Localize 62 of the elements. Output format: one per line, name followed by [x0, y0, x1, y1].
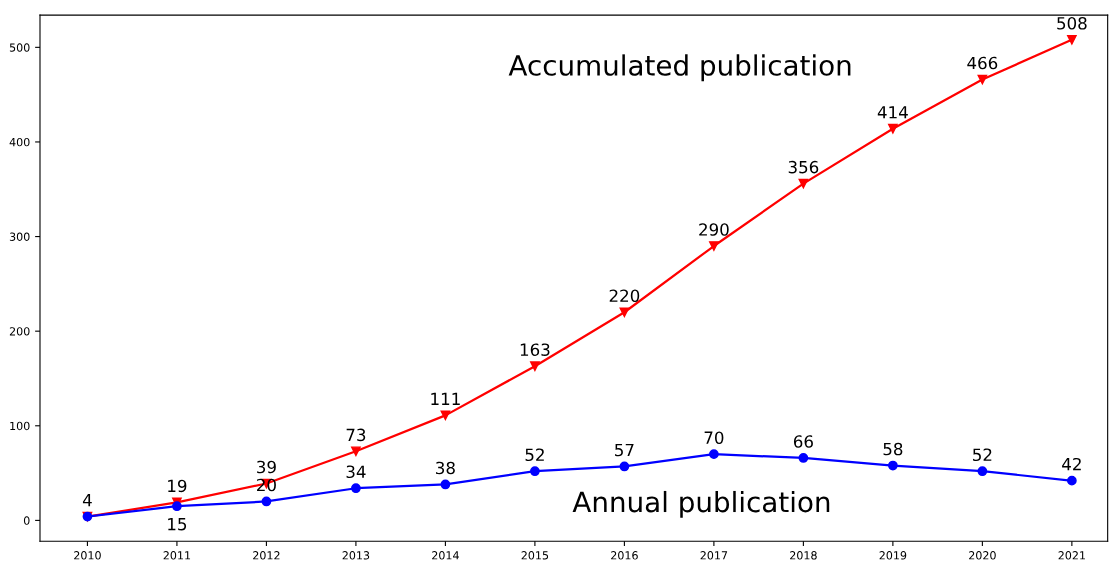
point — [1067, 34, 1077, 45]
point — [709, 241, 719, 251]
data-label: 66 — [793, 435, 813, 448]
data-label: 508 — [1057, 16, 1087, 30]
point — [619, 307, 630, 318]
y-tick-label: 400 — [9, 137, 30, 147]
data-label: 73 — [346, 428, 366, 442]
point — [351, 446, 361, 457]
data-label: 466 — [967, 56, 998, 70]
point — [798, 453, 809, 463]
data-label: 57 — [615, 443, 634, 457]
data-label: 4 — [82, 494, 92, 507]
x-tick-label: 2014 — [432, 551, 459, 560]
point — [1067, 475, 1077, 486]
x-tick-label: 2017 — [700, 551, 728, 560]
point — [977, 74, 988, 85]
series-label: Annual publication — [572, 490, 830, 518]
point — [172, 501, 182, 512]
point — [619, 461, 630, 472]
y-tick-label: 100 — [10, 421, 30, 431]
y-tick-label: 200 — [9, 327, 30, 336]
point — [888, 123, 898, 134]
data-label: 38 — [436, 461, 455, 475]
x-tick-label: 2010 — [74, 551, 101, 560]
x-tick-label: 2016 — [611, 551, 638, 560]
x-tick-label: 2012 — [253, 551, 280, 560]
data-label: 19 — [168, 479, 187, 493]
data-label: 163 — [520, 343, 550, 356]
data-label: 220 — [609, 289, 640, 303]
x-tick-label: 2021 — [1058, 551, 1085, 560]
data-label: 15 — [168, 518, 187, 531]
data-label: 70 — [704, 431, 724, 444]
point — [977, 466, 988, 477]
data-label: 34 — [346, 465, 366, 479]
data-label: 52 — [525, 448, 544, 462]
point — [261, 496, 272, 507]
data-label: 39 — [257, 460, 276, 474]
point — [530, 361, 540, 372]
point — [709, 449, 719, 460]
point — [798, 178, 809, 189]
x-tick-label: 2019 — [879, 551, 907, 560]
point — [440, 410, 451, 421]
data-label: 58 — [883, 442, 903, 456]
y-tick-label: 500 — [9, 43, 30, 52]
y-tick-label: 300 — [9, 232, 30, 241]
x-tick-label: 2013 — [342, 551, 370, 560]
point — [530, 466, 540, 477]
x-tick-label: 2015 — [521, 551, 549, 560]
point — [440, 479, 451, 490]
x-tick-label: 2011 — [163, 551, 191, 560]
data-label: 356 — [788, 160, 819, 174]
data-label: 111 — [431, 392, 460, 405]
data-label: 42 — [1062, 457, 1081, 471]
data-label: 414 — [877, 106, 908, 119]
x-tick-label: 2018 — [790, 551, 817, 560]
point — [888, 460, 898, 471]
x-tick-label: 2020 — [969, 551, 996, 560]
data-label: 290 — [699, 223, 729, 236]
point — [351, 483, 361, 494]
data-label: 52 — [973, 448, 992, 462]
y-tick-label: 0 — [23, 516, 30, 525]
text: Accumulated publication — [508, 54, 851, 82]
